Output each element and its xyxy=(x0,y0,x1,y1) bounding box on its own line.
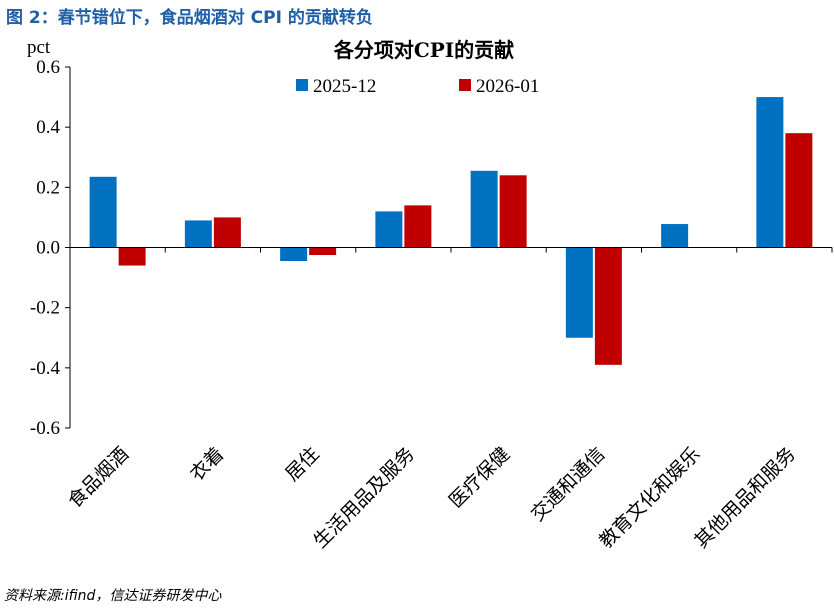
chart-title: 各分项对CPI的贡献 xyxy=(333,38,514,62)
y-axis-label: pct xyxy=(27,37,51,58)
y-tick-label: -0.2 xyxy=(30,298,60,319)
y-tick-label: 0.0 xyxy=(36,238,60,259)
x-tick-label: 生活用品及服务 xyxy=(309,443,419,553)
bar-2025-12-3 xyxy=(375,211,403,248)
x-tick-label: 教育文化和娱乐 xyxy=(595,443,705,553)
legend-swatch-2025-12 xyxy=(296,79,308,91)
legend-swatch-2026-01 xyxy=(459,79,471,91)
y-tick-label: -0.6 xyxy=(30,418,60,439)
y-tick-label: -0.4 xyxy=(30,358,61,379)
y-axis-ticks: 0.6 0.4 0.2 0.0 -0.2 -0.4 -0.6 xyxy=(30,57,70,439)
legend-label-2026-01: 2026-01 xyxy=(476,76,539,97)
figure-title: 图 2：春节错位下，食品烟酒对 CPI 的贡献转负 xyxy=(6,8,373,28)
x-tick-label: 衣着 xyxy=(186,443,228,485)
x-tick-label: 医疗保健 xyxy=(445,443,514,512)
bars xyxy=(89,97,813,365)
bar-2025-12-7 xyxy=(756,97,784,248)
bar-2026-01-1 xyxy=(213,217,241,248)
bar-2026-01-5 xyxy=(594,247,622,365)
bar-2025-12-6 xyxy=(661,224,689,248)
source-note: 资料来源:ifind，信达证券研发中心 xyxy=(4,588,222,604)
bar-2025-12-4 xyxy=(470,170,498,248)
axes xyxy=(69,67,833,428)
legend-label-2025-12: 2025-12 xyxy=(313,76,376,97)
y-tick-label: 0.4 xyxy=(36,117,60,138)
x-tick-label: 食品烟酒 xyxy=(64,443,133,512)
x-tick-label: 交通和通信 xyxy=(527,443,610,526)
y-tick-label: 0.6 xyxy=(36,57,60,78)
bar-2025-12-5 xyxy=(565,247,593,338)
bar-2025-12-1 xyxy=(184,220,212,248)
x-tick-label: 居住 xyxy=(281,443,323,485)
x-tick-label: 其他用品和服务 xyxy=(690,443,800,553)
bar-2026-01-0 xyxy=(118,247,146,266)
legend: 2025-12 2026-01 xyxy=(296,76,539,97)
bar-2026-01-2 xyxy=(309,247,337,256)
y-tick-label: 0.2 xyxy=(36,177,60,198)
bar-2025-12-0 xyxy=(89,176,117,248)
bar-2026-01-4 xyxy=(499,175,527,248)
bar-2026-01-7 xyxy=(785,133,813,248)
bar-2025-12-2 xyxy=(280,247,308,262)
bar-2026-01-3 xyxy=(404,205,432,248)
